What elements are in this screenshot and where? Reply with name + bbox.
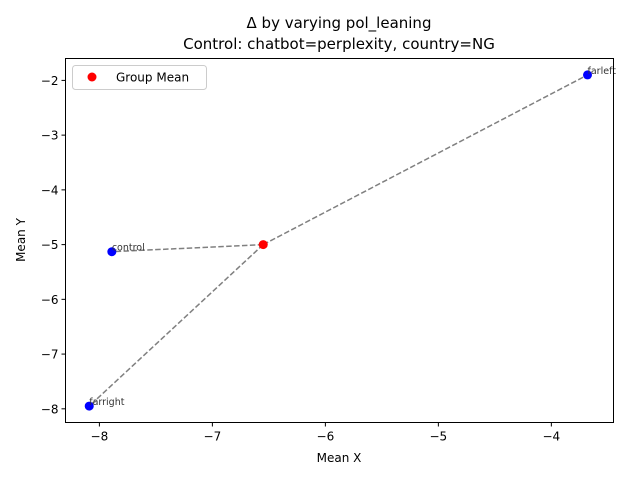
point-labels: farleft control farright: [89, 66, 616, 408]
connector-line-control: [111, 243, 264, 253]
point-label-control: control: [112, 243, 145, 254]
y-tick-label: −4: [41, 183, 59, 197]
x-tick-label: −7: [204, 430, 222, 444]
y-tick-label: −7: [41, 348, 59, 362]
x-tick-label: −6: [317, 430, 335, 444]
group-mean-point: [258, 240, 268, 250]
legend-marker: [87, 72, 97, 82]
point-control: [107, 247, 117, 257]
data-points: [84, 70, 593, 411]
y-tick-label: −5: [41, 238, 59, 252]
x-tick-label: −4: [543, 430, 561, 444]
y-tick-label: −2: [41, 74, 59, 88]
y-tick-label: −3: [41, 129, 59, 143]
connector-line-farleft: [262, 74, 588, 246]
y-tick-label: −8: [41, 402, 59, 416]
y-axis-ticks: −8 −7 −6 −5 −4 −3 −2: [41, 74, 66, 416]
legend-label: Group Mean: [116, 71, 189, 85]
point-label-farleft: farleft: [588, 66, 617, 77]
point-farleft: [583, 70, 593, 80]
y-axis-label: Mean Y: [14, 217, 28, 262]
chart-subtitle: Control: chatbot=perplexity, country=NG: [183, 35, 495, 53]
x-axis-label: Mean X: [317, 451, 362, 465]
legend-box: [72, 65, 207, 90]
connector-line-farright: [88, 244, 264, 407]
x-tick-label: −5: [430, 430, 448, 444]
x-axis-ticks: −8 −7 −6 −5 −4: [91, 422, 561, 444]
point-label-farright: farright: [89, 397, 125, 408]
plot-frame: [65, 58, 614, 423]
chart-title: Δ by varying pol_leaning: [247, 14, 432, 33]
connector-lines: [88, 74, 588, 407]
x-tick-label: −8: [91, 430, 109, 444]
legend: Group Mean: [72, 65, 207, 90]
point-farright: [84, 401, 94, 411]
y-tick-label: −6: [41, 293, 59, 307]
